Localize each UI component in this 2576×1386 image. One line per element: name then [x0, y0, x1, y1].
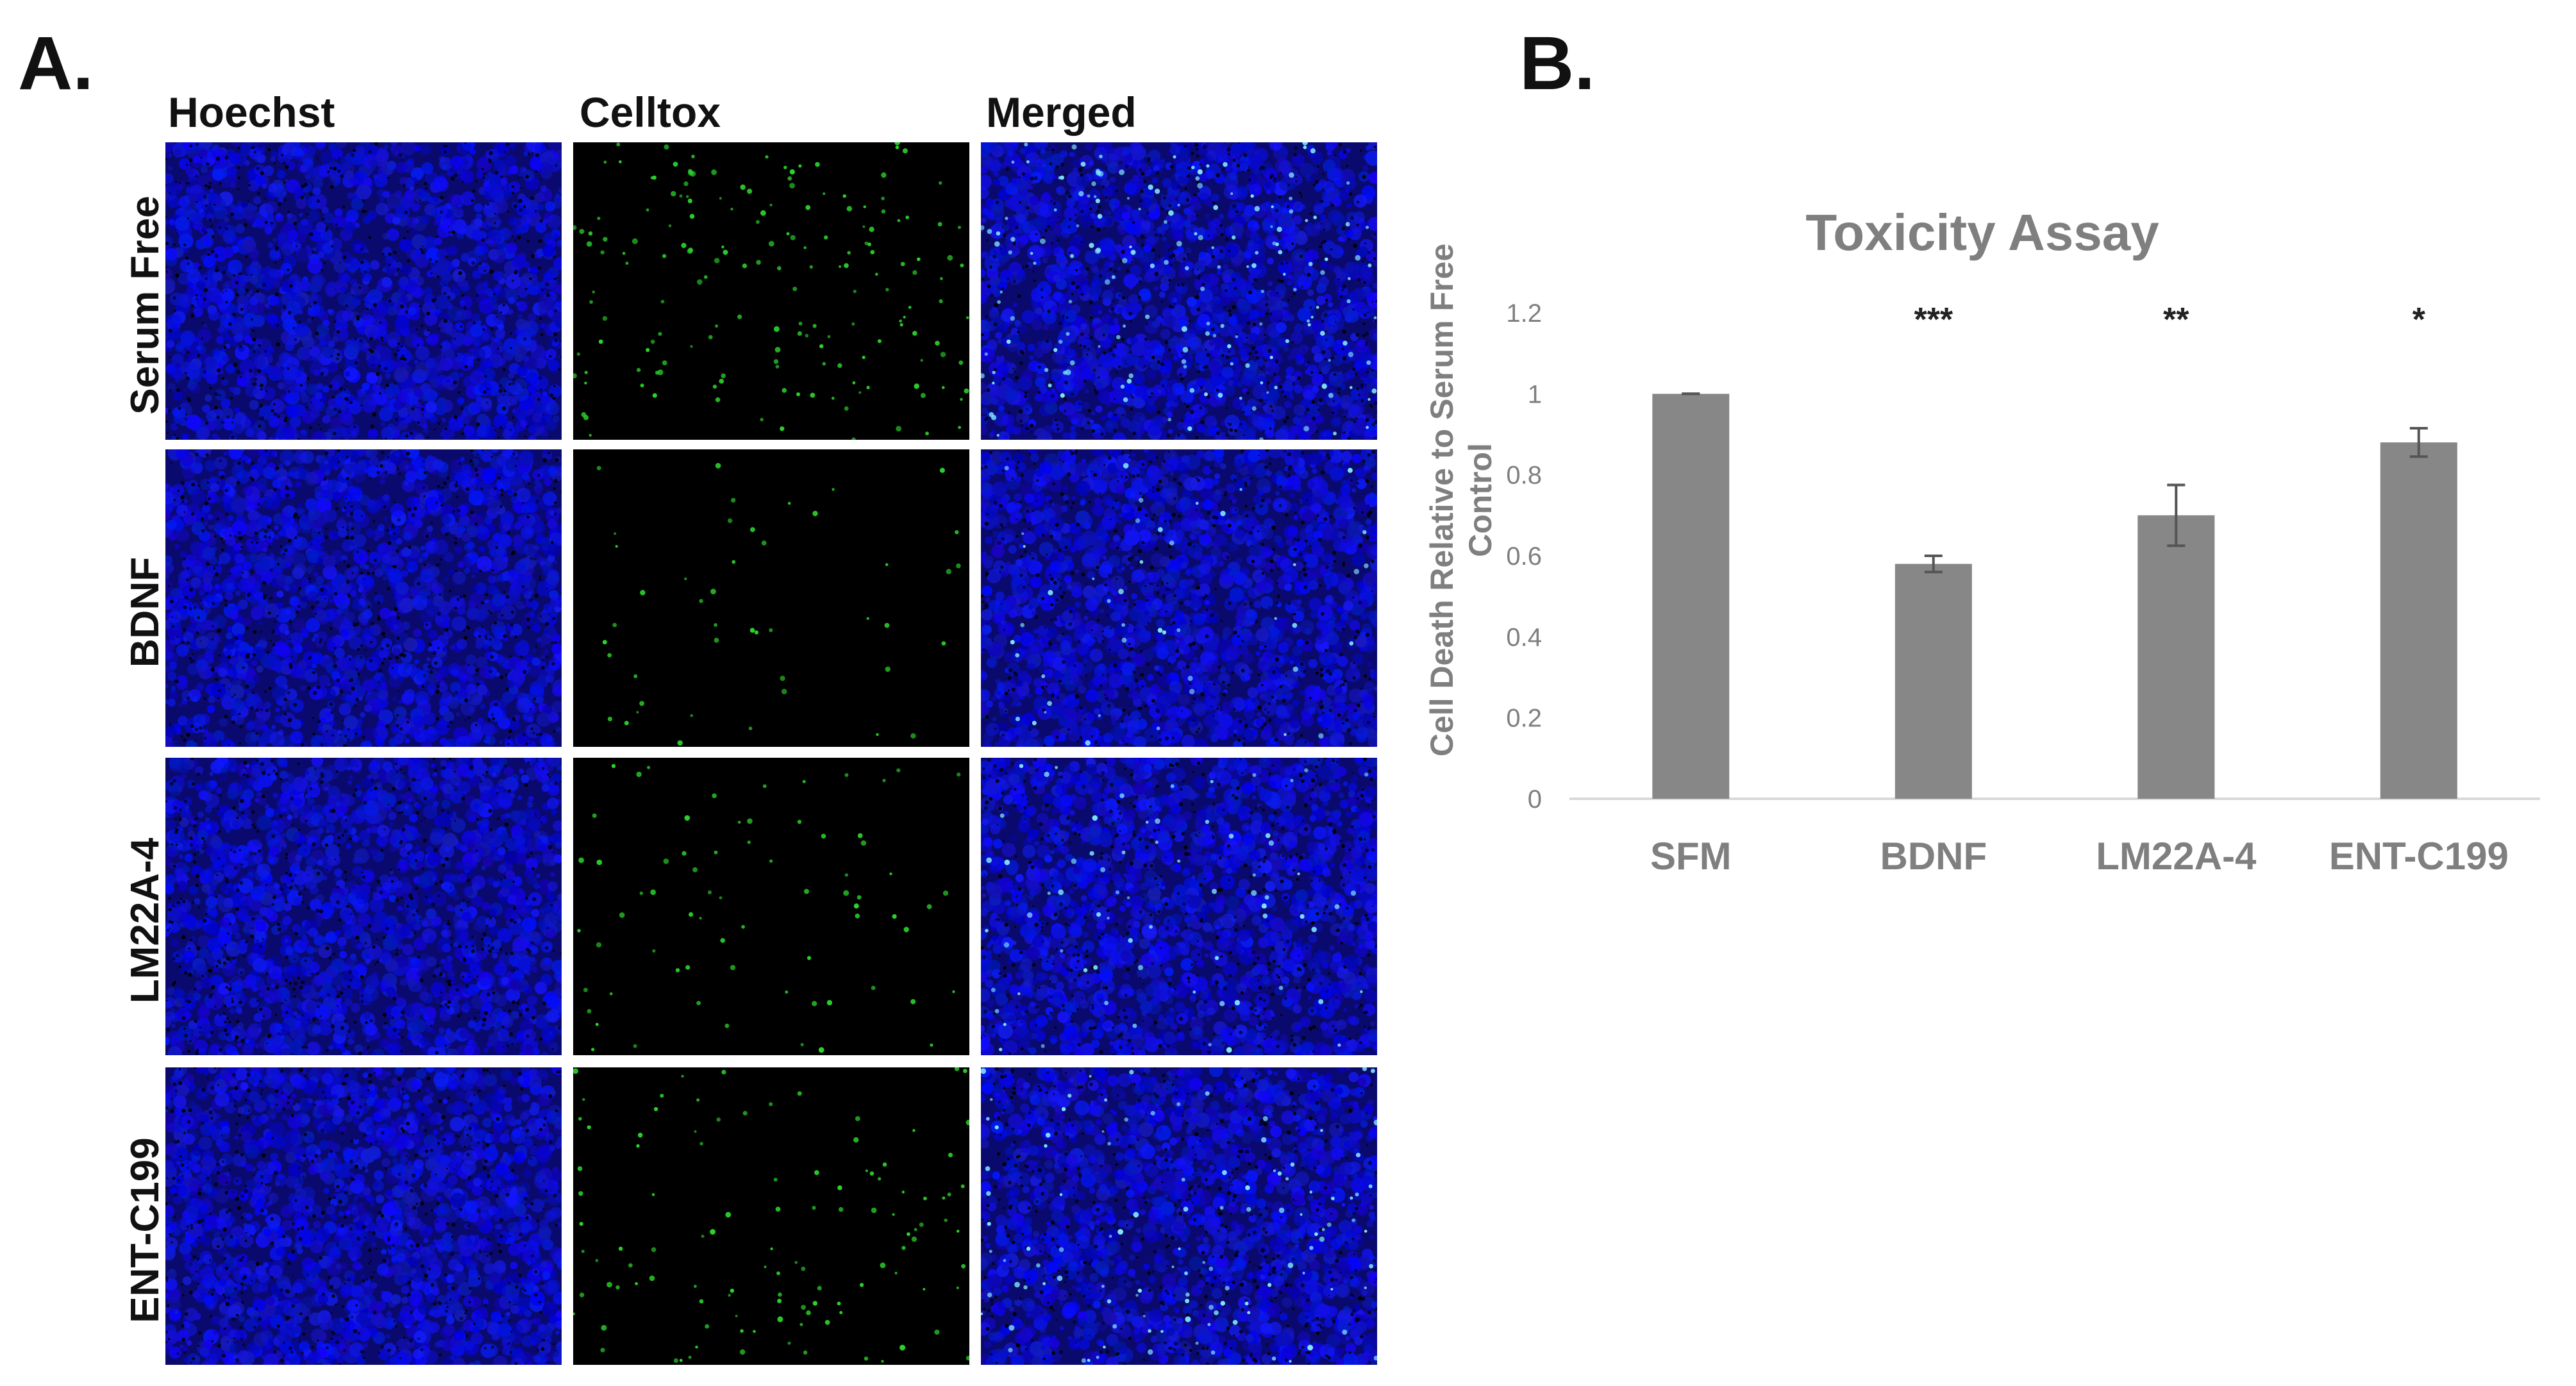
y-tick-label: 0.4 [1506, 623, 1542, 651]
x-tick-label: ENT-C199 [2329, 835, 2509, 878]
column-label-hoechst: Hoechst [168, 88, 335, 136]
panel-a-letter: A. [18, 21, 94, 106]
x-tick-label: LM22A-4 [2096, 835, 2257, 878]
micrograph-merged-serum-free [981, 142, 1377, 440]
plot-area: 0 0.2 0.4 0.6 0.8 1 1.2 SFM BDNF *** LM22A-4 ** ENT-… [1506, 299, 2540, 878]
column-label-merged: Merged [986, 88, 1137, 136]
micrograph-merged-ent-c199 [981, 1067, 1377, 1365]
y-tick-label: 0 [1528, 785, 1542, 814]
y-tick-label: 0.2 [1506, 705, 1542, 733]
micrograph-celltox-serum-free [573, 142, 969, 440]
significance-marker: *** [1914, 301, 1953, 338]
row-label-serum-free: Serum Free [123, 196, 167, 415]
x-tick-label: SFM [1650, 835, 1732, 878]
micrograph-hoechst-ent-c199 [165, 1067, 562, 1365]
y-axis-label-line-2: Control [1462, 443, 1498, 557]
row-label-ent-c199: ENT-C199 [123, 1137, 167, 1323]
toxicity-assay-chart: Toxicity Assay Cell Death Relative to Se… [1424, 204, 2540, 878]
y-axis-label-line-1: Cell Death Relative to Serum Free [1424, 244, 1460, 756]
column-label-celltox: Celltox [580, 88, 721, 136]
micrograph-hoechst-lm22a-4 [165, 758, 562, 1055]
row-label-lm22a-4: LM22A-4 [123, 837, 167, 1004]
micrograph-hoechst-serum-free [165, 142, 562, 440]
bar-ent-c199 [2380, 442, 2457, 799]
micrograph-merged-bdnf [981, 449, 1377, 747]
micrograph-celltox-bdnf [573, 449, 969, 747]
y-axis-label: Cell Death Relative to Serum FreeControl [1424, 244, 1498, 756]
bar-sfm [1652, 394, 1730, 799]
significance-marker: ** [2163, 301, 2189, 338]
micrograph-celltox-ent-c199 [573, 1067, 969, 1365]
row-label-bdnf: BDNF [123, 556, 167, 668]
panel-b-letter: B. [1519, 21, 1595, 106]
significance-marker: * [2413, 301, 2426, 338]
bar-bdnf [1894, 564, 1972, 799]
y-tick-label: 0.6 [1506, 542, 1542, 571]
micrograph-hoechst-bdnf [165, 449, 562, 747]
y-tick-label: 0.8 [1506, 462, 1542, 490]
micrograph-celltox-lm22a-4 [573, 758, 969, 1055]
y-tick-label: 1.2 [1506, 299, 1542, 328]
bar-lm22a-4 [2137, 515, 2215, 799]
chart-title: Toxicity Assay [1805, 204, 2159, 261]
x-tick-label: BDNF [1880, 835, 1987, 878]
y-tick-label: 1 [1528, 380, 1542, 408]
micrograph-merged-lm22a-4 [981, 758, 1377, 1055]
